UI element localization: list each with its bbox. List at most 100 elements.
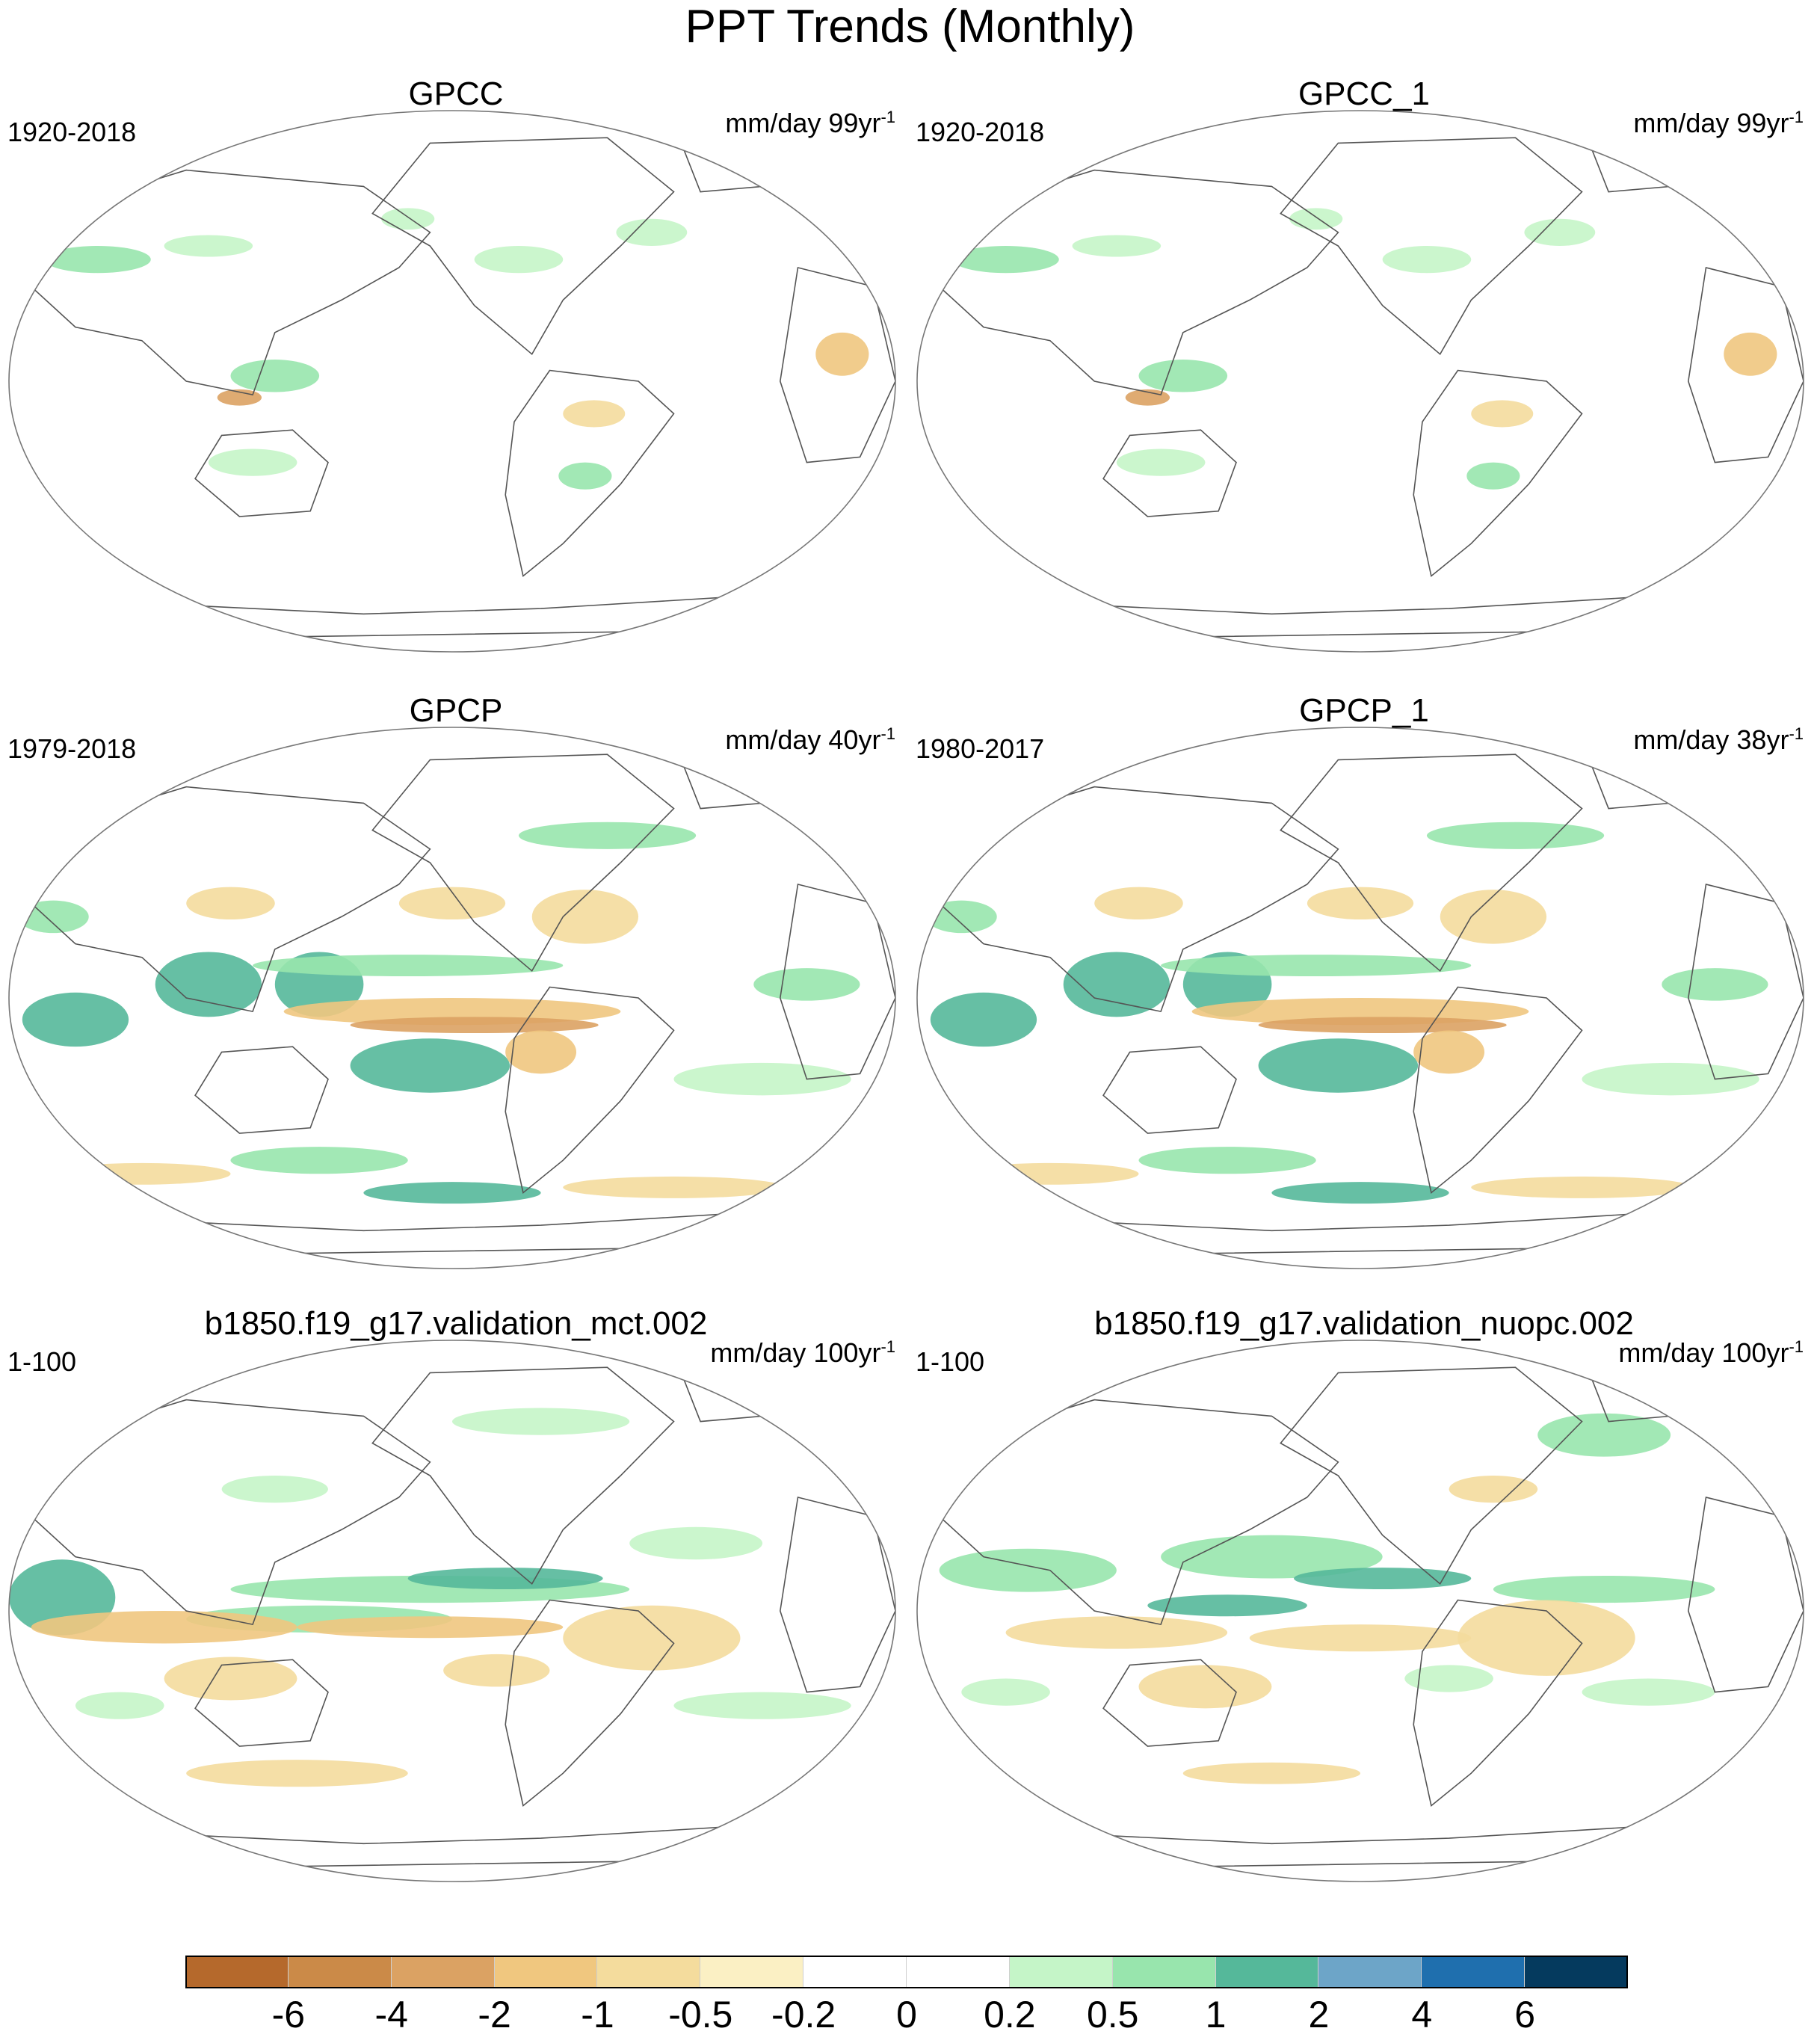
trend-region (961, 1678, 1050, 1706)
map-panel: GPCP 1979-2018 mm/day 40yr-1 (7, 691, 904, 1304)
coastline-asia (938, 1399, 1339, 1626)
colorbar-tick-label: -1 (581, 1994, 614, 2036)
map-border (916, 110, 1804, 653)
panel-title: GPCC (408, 75, 504, 112)
trend-region (398, 887, 506, 920)
coastline-australia (1102, 429, 1237, 517)
colorbar-swatch (907, 1956, 1010, 1988)
trend-region (75, 1692, 164, 1719)
trend-region (1537, 1413, 1671, 1457)
colorbar-swatch (1215, 1956, 1319, 1988)
trend-region (1457, 1600, 1635, 1676)
colorbar-tick-label: 1 (1205, 1994, 1227, 2036)
trend-region (531, 890, 639, 944)
trend-region (616, 218, 688, 246)
colorbar-frame (185, 1956, 1628, 1988)
trend-region (961, 1162, 1139, 1185)
trend-region (1063, 952, 1170, 1017)
trend-region (1072, 235, 1162, 257)
panel-units: mm/day 100yr-1 (1618, 1337, 1804, 1369)
units-exponent: -1 (880, 724, 895, 743)
panel-units: mm/day 99yr-1 (725, 108, 895, 139)
colorbar-tick-label: 6 (1514, 1994, 1536, 2036)
trend-region (186, 1760, 408, 1787)
trend-region (1413, 1030, 1485, 1074)
colorbar-swatch (1009, 1956, 1113, 1988)
colorbar-tick-label: 0.5 (1086, 1994, 1139, 2036)
trend-region (1138, 1147, 1316, 1174)
trend-region (452, 1408, 630, 1435)
robinson-map (8, 1340, 896, 1882)
coastline-samerica (505, 986, 675, 1195)
trend-region (381, 208, 435, 230)
panel-period: 1-100 (916, 1346, 985, 1377)
robinson-map (916, 727, 1804, 1269)
trend-region (22, 992, 129, 1047)
robinson-map (916, 1340, 1804, 1882)
units-exponent: -1 (1789, 1337, 1804, 1356)
trend-region (1125, 389, 1170, 406)
units-exponent: -1 (880, 1337, 895, 1356)
colorbar-swatch (391, 1956, 495, 1988)
coastline-australia (194, 1659, 329, 1747)
trend-region (1289, 208, 1343, 230)
trend-region (563, 400, 626, 428)
colorbar-tick-label: -6 (271, 1994, 306, 2036)
colorbar-tick-label: -4 (374, 1994, 408, 2036)
trend-region (350, 1038, 510, 1093)
map-panel: GPCC 1920-2018 mm/day 99yr-1 (7, 75, 904, 688)
trend-region (297, 1616, 564, 1639)
colorbar-tick-label: -0.5 (668, 1994, 733, 2036)
colorbar-tick-label: -0.2 (771, 1994, 836, 2036)
trend-region (629, 1526, 763, 1560)
colorbar-tick-label: 0 (896, 1994, 917, 2036)
map-panel: GPCC_1 1920-2018 mm/day 99yr-1 (916, 75, 1813, 688)
trend-region (1249, 1624, 1472, 1652)
panel-period: 1979-2018 (7, 733, 137, 764)
trend-region (221, 1476, 328, 1503)
coastline-samerica (505, 1599, 675, 1808)
units-exponent: -1 (1789, 108, 1804, 126)
trend-region (1161, 955, 1472, 977)
trend-region (363, 1182, 541, 1204)
coastline-namerica (1280, 137, 1583, 356)
units-exponent: -1 (880, 108, 895, 126)
coastline-samerica (1413, 369, 1583, 578)
trend-region (443, 1654, 550, 1687)
trend-region (1493, 1575, 1715, 1603)
trend-region (17, 900, 89, 934)
robinson-map (8, 727, 896, 1269)
panel-period: 1980-2017 (916, 733, 1045, 764)
colorbar-swatch (1318, 1956, 1422, 1988)
coastline-namerica (371, 1366, 675, 1585)
trend-region (1116, 449, 1206, 476)
coastline-namerica (1280, 754, 1583, 973)
trend-region (1307, 887, 1414, 920)
units-text: mm/day 100yr (710, 1337, 881, 1368)
trend-region (407, 1568, 603, 1590)
coastline-asia (938, 786, 1339, 1013)
trend-region (208, 449, 297, 476)
coastline-samerica (505, 369, 675, 578)
trend-region (474, 246, 564, 274)
trend-region (505, 1030, 577, 1074)
panel-period: 1920-2018 (916, 117, 1045, 147)
trend-region (1404, 1665, 1493, 1692)
units-text: mm/day 40yr (725, 724, 881, 755)
trend-region (1005, 1616, 1228, 1649)
trend-region (1449, 1476, 1538, 1503)
trend-region (164, 1657, 297, 1701)
colorbar-swatch (1112, 1956, 1216, 1988)
colorbar-tick-label: 4 (1411, 1994, 1433, 2036)
coastline-samerica (1413, 1599, 1583, 1808)
trend-region (1471, 1176, 1693, 1198)
panel-title: GPCP (409, 692, 503, 729)
units-text: mm/day 100yr (1618, 1337, 1789, 1368)
coastline-australia (194, 429, 329, 517)
trend-region (230, 1147, 408, 1174)
colorbar-swatch (185, 1956, 289, 1988)
panel-title: b1850.f19_g17.validation_nuopc.002 (1094, 1305, 1634, 1342)
colorbar-swatch (494, 1956, 598, 1988)
robinson-map (916, 110, 1804, 653)
colorbar-swatch (1525, 1956, 1628, 1988)
